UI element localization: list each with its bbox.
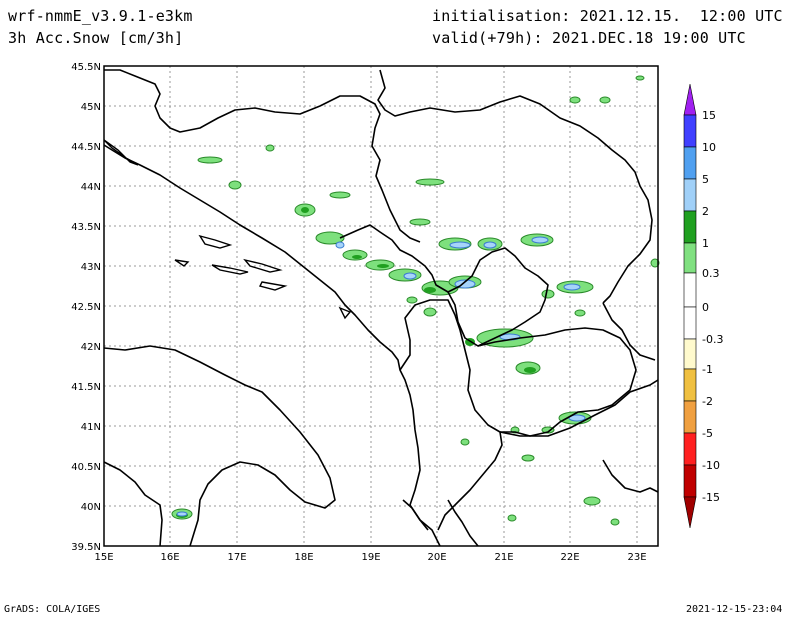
corfu-coast bbox=[402, 499, 429, 531]
grid-lines bbox=[104, 66, 658, 546]
legend-swatch bbox=[683, 432, 697, 466]
lat-label: 40.5N bbox=[71, 462, 101, 473]
albania-border bbox=[399, 299, 503, 531]
lon-axis: 15E 16E 17E 18E 19E 20E 21E 22E 23E bbox=[94, 552, 646, 563]
legend-label: -0.3 bbox=[702, 333, 723, 346]
lon-label: 22E bbox=[560, 552, 579, 563]
legend-swatch bbox=[683, 464, 697, 498]
islands bbox=[103, 139, 352, 320]
legend-label: 0 bbox=[702, 301, 709, 314]
lon-label: 15E bbox=[94, 552, 113, 563]
lat-label: 45N bbox=[81, 102, 101, 113]
lon-label: 19E bbox=[361, 552, 380, 563]
lat-label: 40N bbox=[81, 502, 101, 513]
legend-swatch bbox=[683, 242, 697, 274]
greece-border bbox=[499, 379, 659, 437]
north-macedonia-border bbox=[477, 327, 637, 437]
legend-label: -15 bbox=[702, 491, 720, 504]
adriatic-east-coast bbox=[103, 144, 441, 547]
lat-label: 43N bbox=[81, 262, 101, 273]
legend-swatch bbox=[683, 400, 697, 434]
lat-label: 42N bbox=[81, 342, 101, 353]
lat-label: 45.5N bbox=[71, 62, 101, 73]
legend-swatch bbox=[683, 210, 697, 244]
legend-swatch bbox=[683, 338, 697, 370]
legend-label: 10 bbox=[702, 141, 716, 154]
legend-bottom-arrow bbox=[683, 496, 697, 529]
kosovo-border bbox=[447, 247, 549, 347]
coastlines-borders bbox=[103, 69, 659, 547]
lat-label: 44.5N bbox=[71, 142, 101, 153]
model-title: wrf-nmmE_v3.9.1-e3km bbox=[8, 7, 193, 25]
footer-timestamp: 2021-12-15-23:04 bbox=[686, 604, 783, 615]
greece-west-coast bbox=[447, 499, 479, 547]
legend-label: 0.3 bbox=[702, 267, 720, 280]
bosnia-montenegro-border bbox=[339, 224, 449, 293]
lat-label: 43.5N bbox=[71, 222, 101, 233]
legend-top-arrow bbox=[683, 83, 697, 116]
lat-label: 39.5N bbox=[71, 542, 101, 553]
field-title: 3h Acc.Snow [cm/3h] bbox=[8, 29, 184, 47]
legend-labels: 15 10 5 2 1 0.3 0 -0.3 -1 -2 -5 -10 -15 bbox=[702, 109, 723, 504]
legend-swatch bbox=[683, 306, 697, 340]
map-frame bbox=[103, 65, 659, 547]
legend-swatch bbox=[683, 114, 697, 148]
lat-label: 42.5N bbox=[71, 302, 101, 313]
init-time: initialisation: 2021.12.15. 12:00 UTC bbox=[432, 7, 783, 25]
snow-field bbox=[171, 75, 660, 526]
italy-heel bbox=[103, 461, 163, 547]
legend-label: -2 bbox=[702, 395, 713, 408]
croatia-bosnia-border bbox=[104, 69, 421, 243]
valid-time: valid(+79h): 2021.DEC.18 19:00 UTC bbox=[432, 29, 746, 47]
bulgaria-border bbox=[602, 302, 656, 361]
serbia-border bbox=[377, 69, 653, 304]
greece-coast bbox=[602, 459, 659, 493]
legend-label: 5 bbox=[702, 173, 709, 186]
legend-label: 1 bbox=[702, 237, 709, 250]
lat-axis: 45.5N 45N 44.5N 44N 43.5N 43N 42.5N 42N … bbox=[71, 62, 101, 553]
lon-label: 18E bbox=[294, 552, 313, 563]
lon-label: 23E bbox=[627, 552, 646, 563]
legend-label: -5 bbox=[702, 427, 713, 440]
lon-label: 21E bbox=[494, 552, 513, 563]
footer-credit: GrADS: COLA/IGES bbox=[4, 604, 101, 615]
legend-label: -10 bbox=[702, 459, 720, 472]
legend-swatch bbox=[683, 178, 697, 212]
lat-label: 44N bbox=[81, 182, 101, 193]
legend-label: 15 bbox=[702, 109, 716, 122]
legend-swatch bbox=[683, 368, 697, 402]
lat-label: 41N bbox=[81, 422, 101, 433]
legend-label: 2 bbox=[702, 205, 709, 218]
legend-label: -1 bbox=[702, 363, 713, 376]
italy-coast bbox=[103, 345, 336, 547]
legend-swatch bbox=[683, 272, 697, 308]
lon-label: 20E bbox=[427, 552, 446, 563]
lon-label: 17E bbox=[227, 552, 246, 563]
color-legend bbox=[683, 83, 697, 529]
lat-label: 41.5N bbox=[71, 382, 101, 393]
lon-label: 16E bbox=[160, 552, 179, 563]
legend-swatch bbox=[683, 146, 697, 180]
